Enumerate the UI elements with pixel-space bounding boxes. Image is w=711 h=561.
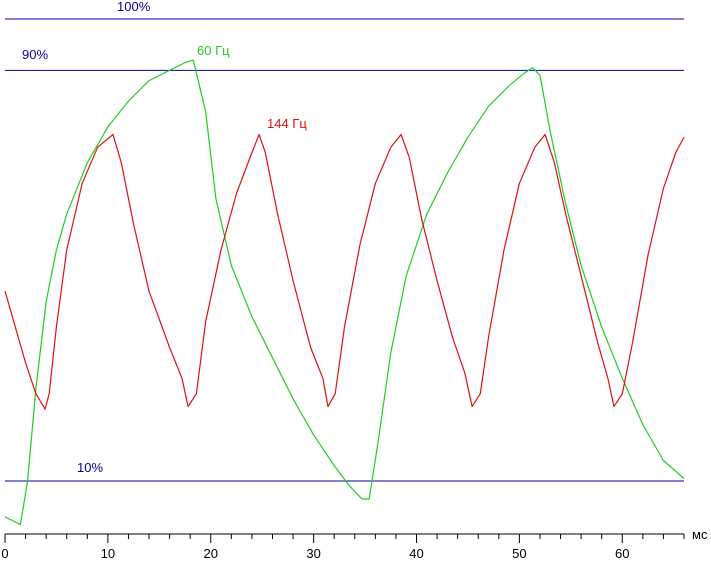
reference-lines xyxy=(5,18,684,482)
ref-label-10pct: 10% xyxy=(77,460,103,475)
series-line-1 xyxy=(4,133,685,410)
x-tick-label: 60 xyxy=(615,546,629,561)
x-axis: 0 10 20 30 40 50 60 мс xyxy=(1,527,708,561)
ref-label-90pct: 90% xyxy=(22,47,48,62)
ref-label-100pct: 100% xyxy=(117,0,151,14)
series-line-0 xyxy=(4,59,685,526)
x-tick-label: 0 xyxy=(1,546,8,561)
x-axis-unit: мс xyxy=(692,527,708,542)
series-annotation-1: 144 Гц xyxy=(267,116,307,131)
x-tick-label: 40 xyxy=(409,546,423,561)
x-tick-label: 50 xyxy=(512,546,526,561)
series-annotation-0: 60 Гц xyxy=(197,43,230,58)
x-tick-label: 20 xyxy=(204,546,218,561)
x-tick-label: 30 xyxy=(306,546,320,561)
labels: 100% 90% 10% 60 Гц 144 Гц xyxy=(22,0,307,475)
series-lines xyxy=(4,59,685,526)
x-tick-label: 10 xyxy=(101,546,115,561)
